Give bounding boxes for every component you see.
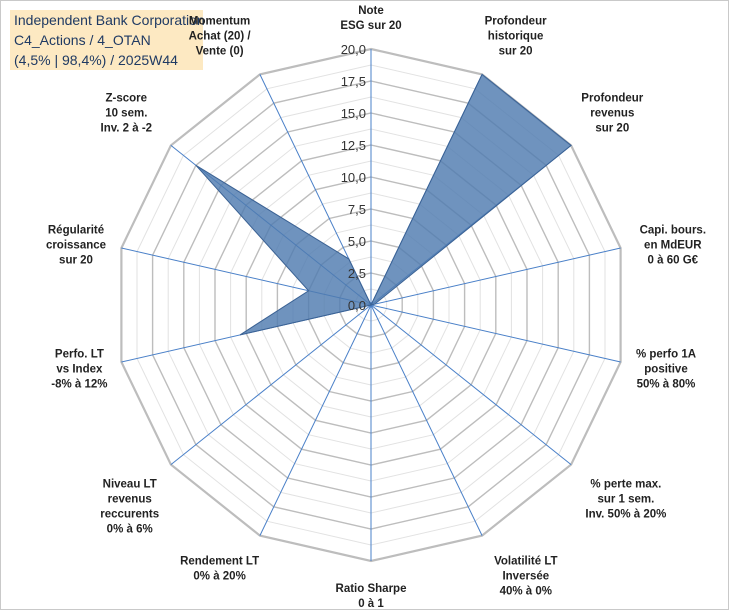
tick-label: 10,0: [341, 170, 366, 185]
axis-spoke: [370, 304, 483, 536]
tick-label: 17,5: [341, 74, 366, 89]
tick-label: 20,0: [341, 42, 366, 57]
axis-label: Niveau LT revenus reccurents 0% à 6%: [100, 478, 159, 535]
axis-label: Profondeur revenus sur 20: [581, 93, 643, 135]
axis-spoke: [259, 304, 372, 536]
tick-label: 7,5: [348, 202, 366, 217]
axis-spoke: [370, 247, 621, 306]
axis-spoke: [370, 304, 572, 465]
tick-label: 15,0: [341, 106, 366, 121]
axis-label: Profondeur historique sur 20: [485, 16, 547, 58]
tick-label: 2,5: [348, 266, 366, 281]
axis-label: Note ESG sur 20: [340, 5, 401, 32]
axis-label: Volatilité LT Inversée 40% à 0%: [494, 556, 557, 598]
chart-title-line-3: (4,5% | 98,4%) / 2025W44: [14, 52, 178, 68]
axis-label: Momentum Achat (20) / Vente (0): [189, 16, 252, 58]
axis-label: Capi. bours. en MdEUR 0 à 60 G€: [640, 225, 706, 267]
axis-label: Régularité croissance sur 20: [46, 225, 106, 267]
chart-title-line-1: Independent Bank Corporation: [14, 12, 205, 28]
axis-label: % perte max. sur 1 sem. Inv. 50% à 20%: [585, 478, 666, 520]
tick-label: 5,0: [348, 234, 366, 249]
tick-label: 0,0: [348, 298, 366, 313]
axis-spoke: [370, 304, 621, 363]
axis-label: Ratio Sharpe 0 à 1: [336, 583, 407, 610]
axis-label: Perfo. LT vs Index -8% à 12%: [51, 348, 107, 390]
axis-label: % perfo 1A positive 50% à 80%: [636, 348, 696, 390]
tick-label: 12,5: [341, 138, 366, 153]
axis-label: Rendement LT 0% à 20%: [180, 556, 259, 583]
series-area: [195, 73, 572, 336]
axis-label: Z-score 10 sem. Inv. 2 à -2: [101, 93, 153, 135]
axis-spoke: [170, 304, 372, 465]
chart-title-line-2: C4_Actions / 4_OTAN: [14, 32, 151, 48]
chart-title-box: Independent Bank Corporation C4_Actions …: [10, 10, 205, 70]
